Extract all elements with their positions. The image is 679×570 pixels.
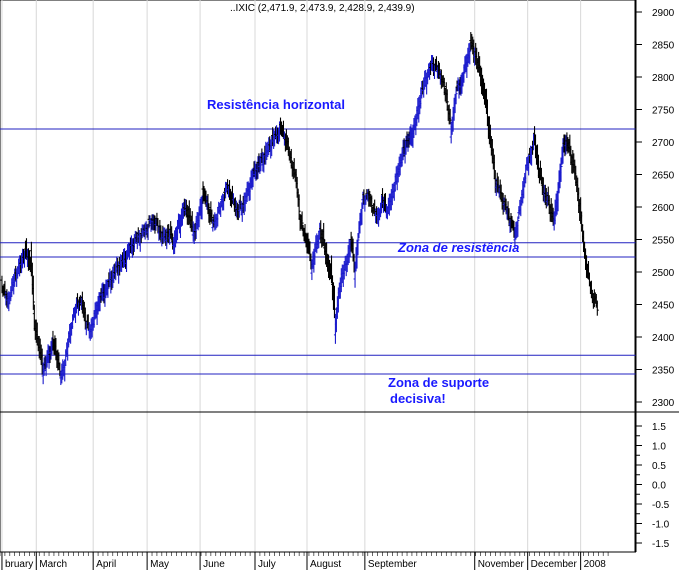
price-bar bbox=[370, 195, 374, 213]
indicator-tick-label: -0.5 bbox=[652, 500, 670, 511]
price-bar bbox=[297, 194, 301, 220]
chart-header: ..IXIC (2,471.9, 2,473.9, 2,428.9, 2,439… bbox=[230, 3, 415, 14]
indicator-tick-label: 1.5 bbox=[652, 422, 666, 433]
x-tick-label: April bbox=[96, 559, 116, 570]
annotation-resistance-zone: Zona de resistência bbox=[398, 240, 520, 255]
x-tick-label: November bbox=[478, 559, 525, 570]
price-bar bbox=[595, 300, 599, 316]
x-grid bbox=[1, 0, 582, 552]
annotation-support-zone: Zona de suporte bbox=[388, 375, 490, 390]
x-tick-label: July bbox=[258, 559, 276, 570]
price-bar bbox=[146, 223, 150, 241]
price-bar bbox=[23, 250, 27, 268]
x-tick-label: December bbox=[531, 559, 578, 570]
x-axis: bruary March April May June July August Septemb… bbox=[0, 551, 636, 570]
plot-frame bbox=[0, 0, 636, 553]
y-tick-label: 2900 bbox=[652, 8, 675, 19]
y-tick-label: 2550 bbox=[652, 236, 675, 247]
y-tick-label: 2350 bbox=[652, 366, 675, 377]
y-tick-label: 2750 bbox=[652, 106, 675, 117]
price-bar bbox=[342, 260, 346, 280]
indicator-tick-label: -1.0 bbox=[652, 520, 670, 531]
price-bar bbox=[507, 208, 511, 227]
x-tick-label: bruary bbox=[5, 559, 33, 570]
x-tick-label: 2008 bbox=[584, 559, 607, 570]
y-tick-label: 2650 bbox=[652, 171, 675, 182]
price-bars bbox=[0, 32, 599, 386]
y-tick-label: 2300 bbox=[652, 398, 675, 409]
y-tick-label: 2700 bbox=[652, 138, 675, 149]
annotation-decisive: decisiva! bbox=[390, 391, 446, 406]
price-bar bbox=[559, 157, 563, 182]
price-bar bbox=[332, 285, 336, 319]
price-bar bbox=[300, 211, 304, 231]
price-bar bbox=[448, 108, 452, 125]
price-bar bbox=[516, 216, 520, 237]
x-tick-label: March bbox=[39, 559, 67, 570]
annotation-resistance-horizontal: Resistência horizontal bbox=[207, 97, 345, 112]
y-tick-label: 2500 bbox=[652, 268, 675, 279]
price-bar bbox=[468, 42, 472, 65]
y-tick-label: 2800 bbox=[652, 73, 675, 84]
indicator-tick-label: 0.0 bbox=[652, 481, 666, 492]
price-bar bbox=[106, 279, 110, 298]
price-bar bbox=[524, 164, 528, 184]
price-bar bbox=[210, 209, 214, 224]
x-tick-label: August bbox=[310, 559, 341, 570]
y-tick-label: 2850 bbox=[652, 41, 675, 52]
y-tick-label: 2600 bbox=[652, 203, 675, 214]
indicator-tick-label: 0.5 bbox=[652, 461, 666, 472]
indicator-tick-label: 1.0 bbox=[652, 442, 666, 453]
y-tick-label: 2400 bbox=[652, 333, 675, 344]
price-bar bbox=[454, 87, 458, 105]
price-bar bbox=[75, 293, 79, 309]
x-tick-label: September bbox=[368, 559, 418, 570]
y-axis: 2300 2350 2400 2450 2500 2550 2600 2650 2700 2750… bbox=[0, 0, 679, 552]
x-tick-label: June bbox=[203, 559, 225, 570]
x-tick-label: May bbox=[150, 559, 169, 570]
price-bar bbox=[445, 89, 449, 111]
price-bar bbox=[3, 280, 7, 299]
y-tick-label: 2450 bbox=[652, 301, 675, 312]
price-bar bbox=[356, 233, 360, 256]
indicator-tick-label: -1.5 bbox=[652, 539, 670, 550]
price-bar bbox=[31, 275, 35, 310]
